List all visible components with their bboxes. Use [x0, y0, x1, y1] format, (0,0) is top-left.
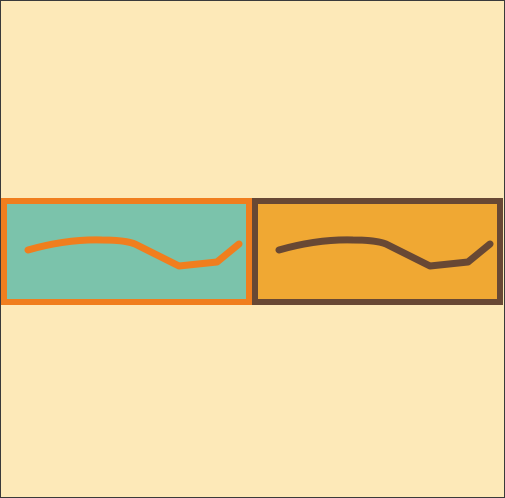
squiggle-icon [7, 204, 246, 299]
swatch-option-teal-orange[interactable] [1, 198, 252, 305]
squiggle-icon [258, 204, 497, 299]
swatch-option-mustard-brown[interactable] [252, 198, 503, 305]
